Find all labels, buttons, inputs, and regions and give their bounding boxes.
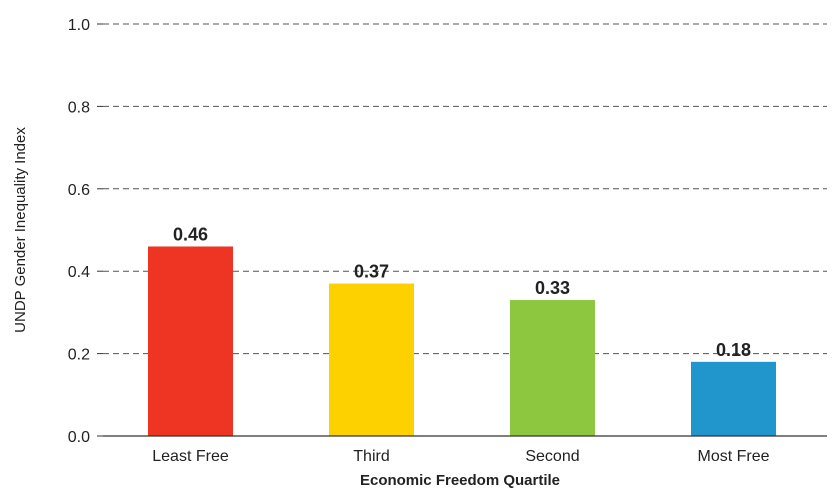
value-label: 0.18 — [716, 340, 751, 360]
y-tick-label: 0.6 — [68, 182, 90, 199]
x-axis-categories: Least Free Third Second Most Free — [152, 448, 769, 465]
x-category-label: Second — [525, 448, 579, 465]
x-category-label: Most Free — [697, 448, 769, 465]
x-category-label: Third — [353, 448, 389, 465]
y-tick-label: 0.4 — [68, 264, 90, 281]
bars — [148, 246, 776, 436]
y-axis-ticks: 0.0 0.2 0.4 0.6 0.8 1.0 — [68, 17, 103, 446]
value-labels: 0.46 0.37 0.33 0.18 — [173, 224, 751, 359]
y-tick-label: 0.8 — [68, 99, 90, 116]
y-tick-label: 1.0 — [68, 17, 90, 34]
bar-second — [510, 300, 595, 436]
bar-least-free — [148, 246, 233, 436]
bar-most-free — [691, 361, 776, 436]
y-tick-label: 0.0 — [68, 429, 90, 446]
x-axis-title: Economic Freedom Quartile — [360, 472, 560, 489]
x-category-label: Least Free — [152, 448, 229, 465]
y-axis-title: UNDP Gender Inequality Index — [12, 127, 29, 333]
bar-third — [329, 283, 414, 436]
value-label: 0.46 — [173, 224, 208, 244]
value-label: 0.33 — [535, 278, 570, 298]
value-label: 0.37 — [354, 262, 389, 282]
y-tick-label: 0.2 — [68, 347, 90, 364]
